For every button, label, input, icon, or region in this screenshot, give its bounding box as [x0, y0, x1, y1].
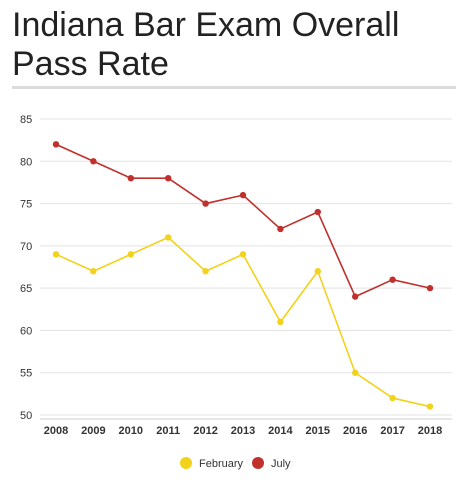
legend-swatch-july: [252, 457, 264, 469]
x-tick-label: 2014: [268, 425, 293, 437]
data-point-july: [127, 175, 134, 182]
series-points: [52, 141, 434, 410]
data-point-july: [426, 284, 434, 292]
x-tick-label: 2009: [81, 425, 105, 437]
data-point-july: [239, 191, 247, 199]
data-point-july: [352, 293, 359, 300]
data-point-february: [389, 394, 396, 402]
chart-title: Indiana Bar Exam Overall Pass Rate: [12, 6, 400, 83]
data-point-february: [277, 318, 284, 326]
legend-label-july: July: [271, 458, 291, 470]
legend-label-february: February: [199, 458, 244, 470]
title-divider: [12, 86, 456, 89]
data-point-february: [127, 251, 134, 258]
y-axis: 50 55 60 65 70 75 80 85: [20, 114, 32, 422]
data-point-february: [426, 403, 434, 410]
series-lines: [55, 143, 431, 408]
x-tick-label: 2015: [306, 425, 330, 437]
y-tick-label: 75: [20, 199, 32, 211]
x-tick-label: 2010: [119, 425, 143, 437]
y-tick-label: 50: [20, 410, 32, 422]
data-point-july: [389, 276, 396, 283]
gridlines: [40, 118, 452, 416]
data-point-july: [90, 158, 97, 165]
x-axis: 2008 2009 2010 2011 2012 2013 2014 2015 2016 2017…: [40, 418, 452, 437]
x-tick-label: 2016: [343, 425, 367, 437]
x-tick-label: 2017: [380, 425, 404, 437]
data-point-february: [239, 251, 247, 258]
y-tick-label: 55: [20, 368, 32, 380]
data-point-february: [52, 251, 60, 258]
data-point-july: [165, 175, 172, 182]
data-point-july: [202, 200, 209, 207]
series-line-july: [55, 143, 431, 298]
legend: February July: [180, 457, 291, 470]
data-point-february: [352, 369, 359, 376]
x-tick-label: 2013: [231, 425, 255, 437]
data-point-february: [202, 268, 209, 275]
data-point-july: [52, 141, 60, 148]
x-tick-label: 2018: [418, 425, 442, 437]
data-point-july: [314, 208, 321, 216]
x-tick-label: 2008: [44, 425, 68, 437]
data-point-february: [90, 268, 97, 275]
y-tick-label: 80: [20, 156, 32, 168]
y-tick-label: 60: [20, 325, 32, 337]
y-tick-label: 70: [20, 241, 32, 253]
legend-swatch-february: [180, 457, 192, 469]
data-point-february: [165, 234, 172, 241]
x-tick-label: 2011: [156, 425, 180, 437]
y-tick-label: 85: [20, 114, 32, 126]
x-tick-label: 2012: [193, 425, 217, 437]
y-tick-label: 65: [20, 283, 32, 295]
series-line-february: [55, 236, 431, 408]
data-point-february: [314, 268, 321, 275]
data-point-july: [277, 225, 284, 233]
